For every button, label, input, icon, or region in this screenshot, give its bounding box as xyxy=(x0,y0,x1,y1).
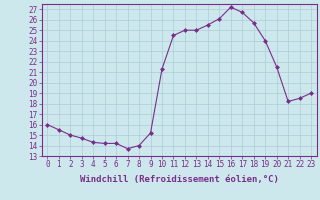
X-axis label: Windchill (Refroidissement éolien,°C): Windchill (Refroidissement éolien,°C) xyxy=(80,175,279,184)
